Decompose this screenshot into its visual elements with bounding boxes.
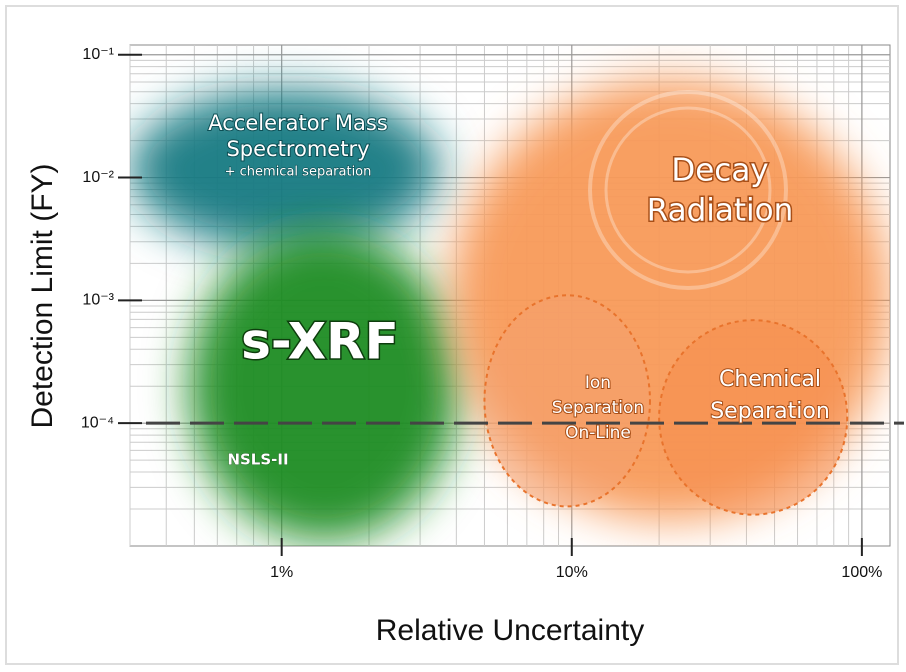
region-label: Ion [585,373,611,393]
x-tick-label: 1% [270,564,293,581]
region-label: Chemical [719,367,821,392]
y-axis-label: Detection Limit (FY) [26,163,59,428]
region-label: Decay [671,153,768,189]
region-label: Accelerator Mass [208,111,388,135]
region-note: + chemical separation [225,165,372,180]
y-tick-label: 10⁻⁴ [81,414,114,431]
region-label: Radiation [647,193,794,229]
chart: 1% 10% 100% 10⁻¹ 10⁻² 10⁻³ 10⁻⁴ Accelerator Mas… [0,0,906,672]
region-label: Separation [710,399,830,424]
x-tick-label: 100% [841,564,882,581]
region-label: On-Line [565,423,631,443]
y-tick-label: 10⁻¹ [82,46,114,63]
y-tick-label: 10⁻² [82,169,114,186]
x-axis-label: Relative Uncertainty [376,614,644,647]
region [189,231,459,541]
y-tick-label: 10⁻³ [82,292,114,309]
region-label: s-XRF [241,313,399,371]
region-label: Separation [552,398,644,418]
region-note: NSLS-II [227,451,288,469]
region-label: Spectrometry [226,137,369,161]
x-tick-label: 10% [556,564,588,581]
